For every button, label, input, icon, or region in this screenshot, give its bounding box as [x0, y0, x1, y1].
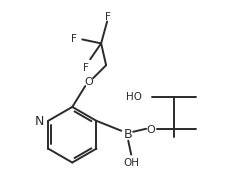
Text: F: F [105, 12, 111, 22]
Text: F: F [83, 63, 89, 73]
Text: N: N [35, 115, 44, 128]
Text: O: O [147, 125, 156, 135]
Text: B: B [124, 128, 132, 141]
Text: O: O [85, 77, 94, 87]
Text: F: F [71, 34, 77, 44]
Text: HO: HO [126, 92, 142, 102]
Text: OH: OH [123, 158, 139, 168]
